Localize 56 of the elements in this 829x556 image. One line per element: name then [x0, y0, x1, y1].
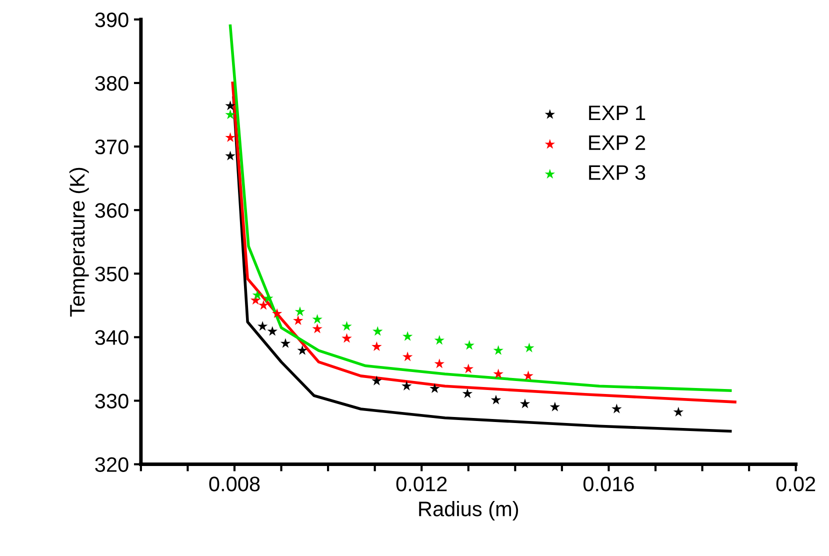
- point: [430, 383, 440, 393]
- point: [272, 308, 282, 318]
- point: [493, 345, 504, 355]
- point: [342, 320, 352, 331]
- x-axis-title: Radius (m): [419, 501, 518, 520]
- point: [252, 290, 263, 300]
- point: [434, 334, 444, 345]
- point: [463, 364, 474, 374]
- y-tick-label: 340: [95, 330, 128, 345]
- y-tick-label: 330: [95, 394, 128, 408]
- x-tick-label: 0.012: [396, 476, 447, 492]
- point: [493, 368, 504, 378]
- point: [258, 300, 269, 310]
- point: [342, 333, 352, 343]
- point: [372, 341, 382, 352]
- point: [294, 306, 306, 316]
- point: [225, 132, 236, 142]
- x-tick-label: 0.016: [583, 476, 634, 492]
- point: [225, 109, 236, 120]
- point: [292, 315, 304, 326]
- point: [372, 326, 383, 336]
- point: [372, 376, 382, 386]
- point: [297, 345, 308, 355]
- point: [257, 320, 268, 331]
- point: [312, 314, 322, 324]
- y-tick-label: 390: [95, 12, 128, 28]
- y-tick-label: 370: [95, 140, 128, 154]
- point: [434, 358, 444, 368]
- point: [462, 388, 473, 398]
- y-axis-title: Temperature (K): [69, 168, 89, 317]
- y-tick-label: 360: [95, 203, 128, 218]
- point: [312, 324, 322, 334]
- y-tick-label: 320: [95, 457, 128, 472]
- point: [267, 326, 278, 336]
- point: [402, 331, 413, 341]
- line-series: [228, 24, 732, 392]
- y-tick-label: 380: [95, 76, 128, 91]
- point: [402, 380, 412, 390]
- x-tick-label: 0.02: [776, 476, 816, 492]
- point: [402, 351, 413, 362]
- point: [523, 370, 534, 380]
- legend-label: EXP 3: [589, 165, 646, 180]
- point: [464, 340, 474, 350]
- point: [490, 394, 502, 404]
- x-tick-label: 0.008: [209, 476, 260, 492]
- point: [225, 100, 236, 110]
- point: [612, 404, 622, 414]
- legend-label: EXP 1: [589, 106, 646, 120]
- point: [225, 150, 236, 160]
- point: [524, 342, 534, 352]
- point: [280, 338, 291, 348]
- y-tick-label: 350: [95, 266, 128, 282]
- point: [550, 402, 560, 412]
- point: [520, 398, 530, 408]
- point: [673, 406, 684, 417]
- legend-label: EXP 2: [589, 135, 646, 150]
